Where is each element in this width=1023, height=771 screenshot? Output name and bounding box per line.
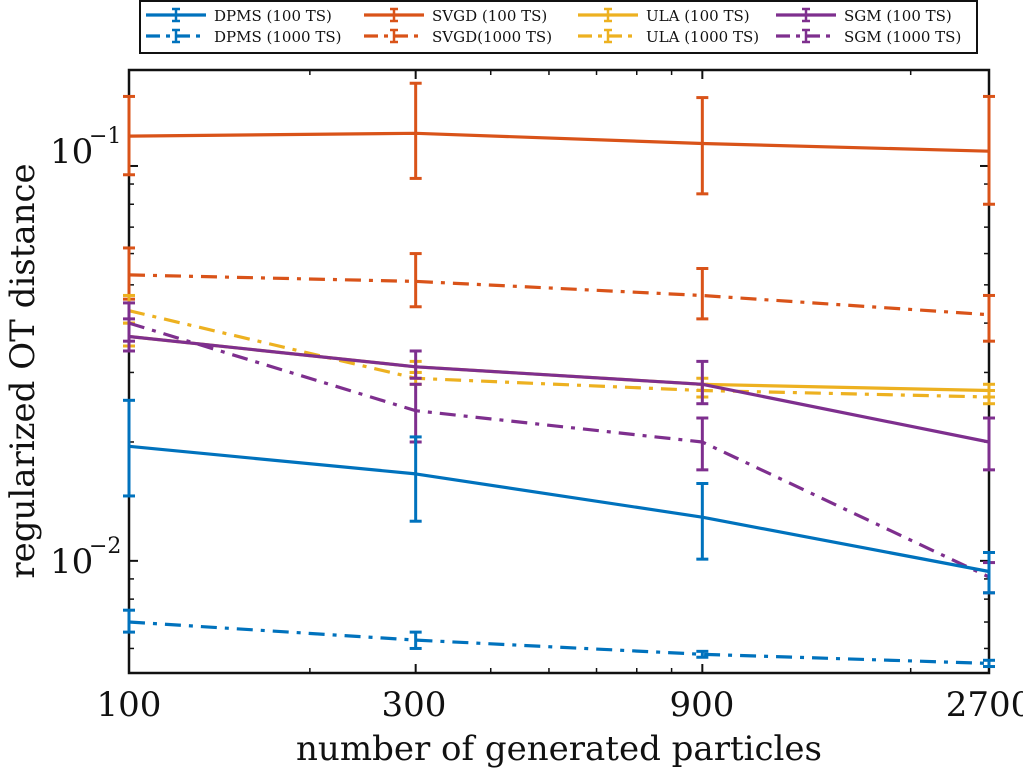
- legend-label: ULA (100 TS): [646, 7, 750, 25]
- series-line: [128, 321, 990, 579]
- series-layer: [123, 81, 995, 669]
- y-tick-label: 10 −1: [50, 124, 121, 172]
- legend-marks: [146, 7, 836, 44]
- series-line: [128, 309, 990, 399]
- legend: DPMS (100 TS) DPMS (1000 TS) SVGD (100 T…: [139, 0, 978, 54]
- legend-label: SGM (100 TS): [844, 7, 952, 25]
- series-line: [128, 131, 990, 153]
- series-line: [128, 334, 990, 444]
- legend-label: SGM (1000 TS): [844, 28, 961, 46]
- legend-label: ULA (1000 TS): [646, 28, 759, 46]
- series-group: [123, 608, 995, 669]
- series-line: [128, 444, 990, 574]
- series-group: [123, 398, 995, 595]
- x-tick-label: 300: [382, 685, 447, 725]
- y-tick-base: 10: [50, 132, 93, 172]
- axis-ticks: [128, 70, 990, 673]
- plot-area: [127, 68, 991, 675]
- series-group: [123, 317, 995, 472]
- x-tick-label: 2700: [946, 685, 1023, 725]
- y-tick-exponent: −2: [89, 534, 121, 559]
- legend-label: SVGD(1000 TS): [432, 28, 552, 46]
- legend-box: [139, 0, 978, 54]
- x-tick-label: 100: [97, 685, 162, 725]
- x-tick-label: 900: [670, 685, 735, 725]
- series-group: [123, 246, 995, 343]
- legend-label: SVGD (100 TS): [432, 7, 547, 25]
- legend-label: DPMS (1000 TS): [214, 28, 341, 46]
- x-axis-label: number of generated particles: [296, 729, 822, 769]
- y-axis-label: regularized OT distance: [3, 163, 43, 578]
- y-tick-label: 10 −2: [50, 534, 121, 582]
- legend-label: DPMS (100 TS): [214, 7, 332, 25]
- y-tick-base: 10: [50, 542, 93, 582]
- y-tick-exponent: −1: [89, 124, 121, 149]
- series-group: [123, 81, 995, 206]
